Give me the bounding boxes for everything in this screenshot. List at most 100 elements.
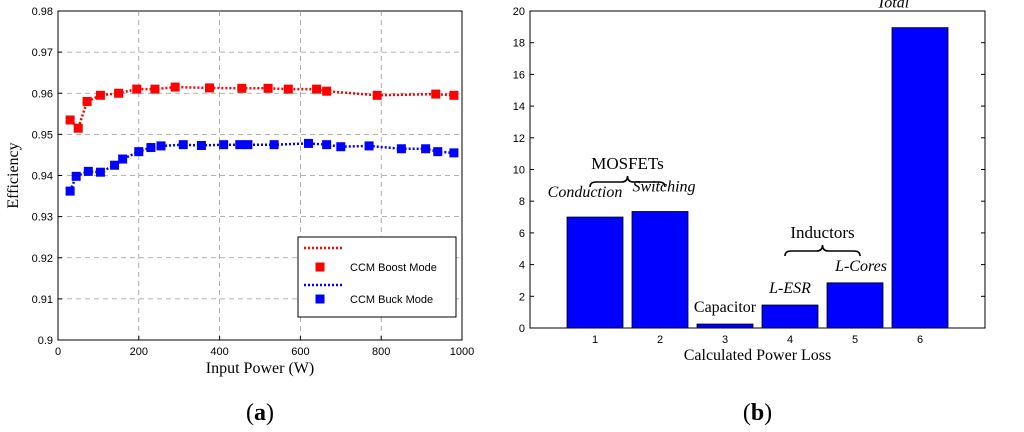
y-tick-label: 0.97: [32, 47, 53, 59]
panel-a-legend-box: [297, 236, 457, 318]
panel-a-x-ticks: 0 200 400 600 800 1000: [55, 336, 474, 358]
group-bracket: [589, 175, 666, 188]
bar: [761, 304, 819, 329]
data-point-buck: [243, 140, 253, 150]
panel-a-y-axis-label: Efficiency: [5, 142, 22, 208]
x-tick-label: 600: [291, 346, 309, 358]
group-bracket: [784, 244, 861, 257]
y-tick-label: 2: [519, 291, 525, 303]
x-tick-label: 3: [722, 334, 728, 346]
data-point-boost: [114, 88, 124, 98]
data-point-boost: [95, 90, 105, 100]
data-point-boost: [65, 115, 75, 125]
data-point-boost: [237, 83, 247, 93]
y-tick-label: 10: [513, 165, 525, 177]
data-point-boost: [312, 84, 322, 94]
panel-a-efficiency-chart: 0.9 0.91 0.92 0.93 0.94 0.95 0.96 0.97 0.98 0 200…: [5, 6, 474, 426]
data-point-buck: [71, 171, 81, 181]
panel-a-x-axis-label: Input Power (W): [206, 360, 314, 377]
data-point-buck: [269, 140, 279, 150]
data-point-boost: [82, 96, 92, 106]
panel-a-caption: (a): [246, 400, 274, 426]
data-point-buck: [336, 142, 346, 152]
panel-a-legend: CCM Boost Mode CCM Buck Mode: [297, 236, 457, 318]
y-tick-label: 6: [519, 228, 525, 240]
y-tick-label: 0: [519, 323, 525, 335]
bar-label: L-Cores: [834, 258, 887, 275]
x-tick-label: 1000: [450, 346, 474, 358]
bar-label: Conduction: [548, 184, 623, 201]
x-tick-label: 200: [130, 346, 148, 358]
panel-b-bar-labels: Conduction Switching Capacitor L-ESR L-Cores…: [548, 0, 910, 316]
panel-b-bars: [566, 27, 949, 329]
bar-label: Capacitor: [694, 299, 757, 316]
data-point-boost: [322, 86, 332, 96]
y-tick-label: 16: [513, 69, 525, 81]
data-point-boost: [372, 90, 382, 100]
data-point-buck: [303, 138, 313, 148]
y-tick-label: 0.98: [32, 6, 53, 18]
data-point-buck: [421, 144, 431, 154]
group-label: MOSFETs: [591, 154, 664, 173]
data-point-buck: [322, 140, 332, 150]
legend-boost-marker: [315, 262, 325, 272]
data-point-buck: [178, 140, 188, 150]
panel-a-series: [65, 82, 459, 196]
bar: [696, 323, 754, 329]
panel-a-caption-letter: a: [254, 400, 266, 426]
y-tick-label: 20: [513, 6, 525, 18]
data-point-boost: [283, 84, 293, 94]
panel-b-x-axis-label: Calculated Power Loss: [684, 347, 832, 364]
bar-label: L-ESR: [768, 280, 811, 297]
data-point-buck: [95, 167, 105, 177]
panel-b-caption: (b): [743, 400, 772, 426]
data-point-boost: [150, 84, 160, 94]
data-point-buck: [134, 147, 144, 157]
data-point-buck: [118, 154, 128, 164]
bar-label: Total: [877, 0, 910, 12]
bar: [826, 282, 884, 329]
y-tick-label: 8: [519, 196, 525, 208]
legend-boost-label: CCM Boost Mode: [350, 262, 437, 274]
x-tick-label: 400: [210, 346, 228, 358]
data-point-buck: [219, 140, 229, 150]
y-tick-label: 0.94: [32, 171, 53, 183]
y-tick-label: 0.95: [32, 129, 53, 141]
y-tick-label: 0.92: [32, 253, 53, 265]
y-tick-label: 0.93: [32, 212, 53, 224]
data-point-buck: [196, 140, 206, 150]
y-tick-label: 14: [513, 101, 525, 113]
legend-buck-label: CCM Buck Mode: [350, 294, 433, 306]
y-tick-label: 0.96: [32, 88, 53, 100]
data-point-boost: [263, 83, 273, 93]
data-point-buck: [65, 186, 75, 196]
bar: [891, 27, 949, 329]
legend-buck-marker: [315, 294, 325, 304]
x-tick-label: 1: [592, 334, 598, 346]
y-tick-label: 18: [513, 38, 525, 50]
bar: [566, 216, 624, 329]
data-point-boost: [205, 83, 214, 93]
data-point-buck: [146, 143, 156, 153]
data-point-buck: [235, 140, 245, 150]
data-point-buck: [396, 144, 406, 154]
data-point-buck: [110, 160, 120, 170]
x-tick-label: 6: [917, 334, 923, 346]
x-tick-label: 2: [657, 334, 663, 346]
bar: [631, 211, 689, 329]
panel-b-y-ticks: 0 2 4 6 8 10 12 14 16 18 20: [513, 6, 985, 335]
data-point-boost: [73, 123, 83, 133]
y-tick-label: 0.91: [32, 294, 53, 306]
x-tick-label: 0: [55, 346, 61, 358]
x-tick-label: 800: [372, 346, 390, 358]
y-tick-label: 4: [519, 260, 525, 272]
panel-a-y-ticks: 0.9 0.91 0.92 0.93 0.94 0.95 0.96 0.97 0.98: [32, 6, 62, 347]
y-tick-label: 0.9: [38, 335, 53, 347]
group-label: Inductors: [790, 223, 854, 242]
panel-b-caption-letter: b: [751, 400, 764, 426]
data-point-buck: [156, 141, 166, 151]
data-point-buck: [83, 166, 93, 176]
data-point-buck: [433, 147, 443, 157]
